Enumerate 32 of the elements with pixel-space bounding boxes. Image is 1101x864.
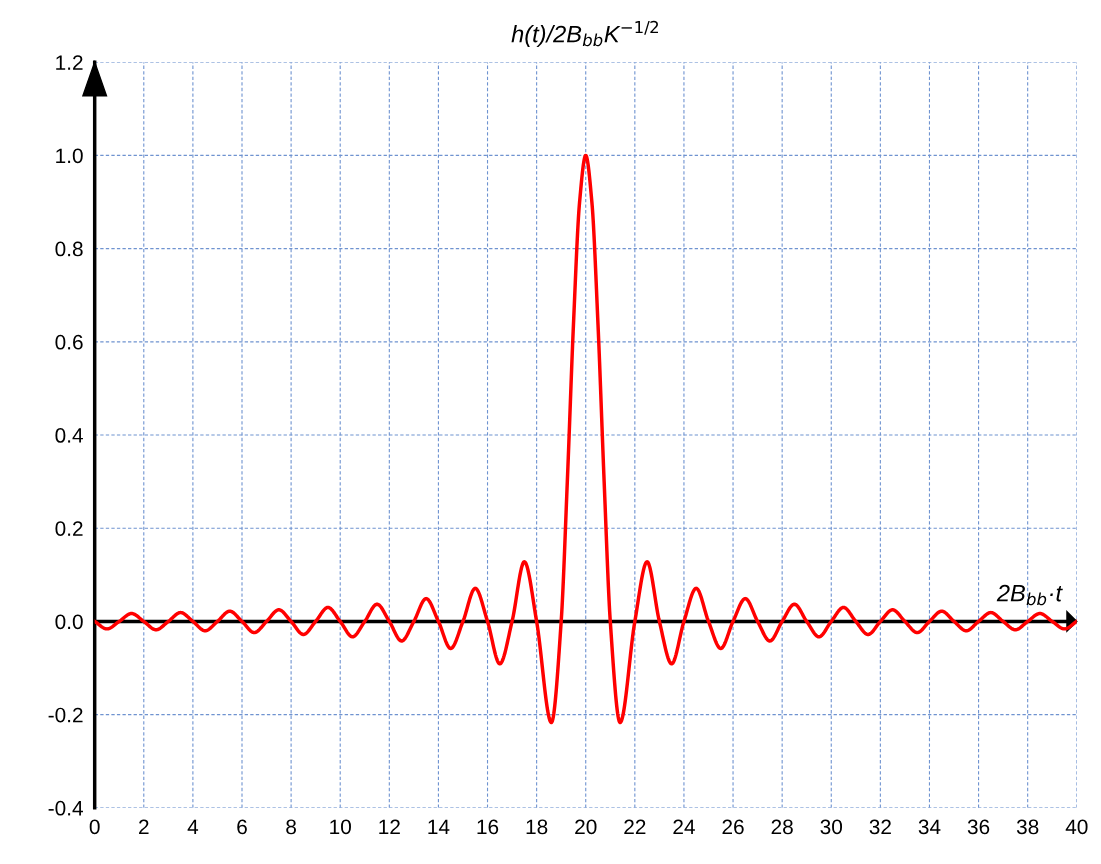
x-tick-label: 30 [820, 819, 843, 835]
x-tick-label: 4 [187, 819, 199, 835]
x-tick-label: 8 [286, 819, 296, 835]
x-tick-label: 2 [139, 819, 149, 835]
y-tick-label: -0.4 [48, 800, 83, 816]
y-axis-title: h(t)/2B$_{bb}$K$^{−1/2}$ [511, 20, 658, 48]
x-tick-label: 12 [379, 819, 400, 835]
y-tick-label: 0.6 [55, 334, 83, 350]
y-tick-label: 0.4 [55, 428, 83, 443]
x-axis-title: 2B$_{bb}$·t [996, 584, 1063, 606]
x-tick-label: 36 [967, 819, 990, 835]
x-tick-label: 34 [918, 819, 941, 835]
x-tick-label: 40 [1065, 819, 1088, 835]
y-tick-label: -0.2 [48, 707, 83, 723]
y-tick-label: 1.2 [56, 55, 83, 70]
y-tick-label: 0.0 [55, 614, 83, 630]
y-tick-label: 0.2 [55, 521, 83, 536]
x-tick-label: 22 [624, 819, 646, 835]
x-tick-label: 26 [722, 819, 744, 835]
x-tick-label: 24 [673, 819, 695, 835]
x-tick-label: 6 [237, 819, 247, 835]
x-tick-label: 32 [869, 819, 891, 835]
x-tick-label: 0 [89, 819, 100, 835]
x-tick-label: 18 [526, 819, 548, 835]
x-tick-label: 14 [428, 819, 450, 835]
y-tick-label: 0.8 [55, 241, 83, 257]
x-tick-label: 20 [575, 819, 597, 835]
y-tick-label: 1.0 [56, 148, 83, 164]
x-tick-label: 16 [477, 819, 499, 835]
x-tick-label: 28 [771, 819, 793, 835]
x-tick-label: 38 [1016, 819, 1039, 835]
x-tick-label: 10 [330, 819, 351, 835]
